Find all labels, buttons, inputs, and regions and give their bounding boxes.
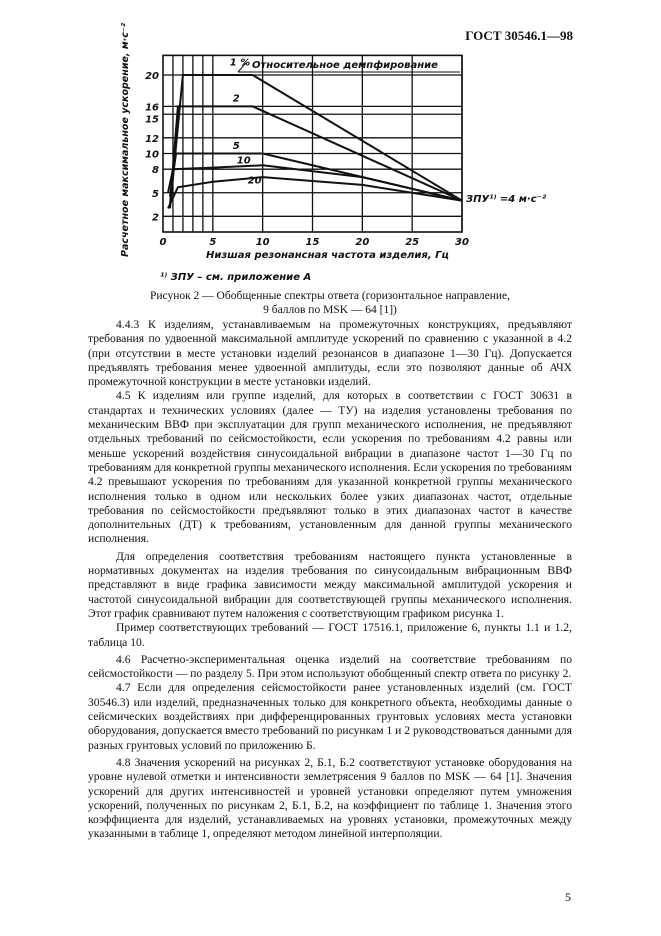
series-label: 1 % [230,58,250,69]
caption-line-1: Рисунок 2 — Обобщенные спектры ответа (г… [149,290,511,302]
y-tick-label: 8 [152,165,159,176]
annotation-zpu: ЗПУ¹⁾ =4 м·с⁻² [466,194,547,205]
paragraph-4-5: 4.5 К изделиям или группе изделий, для к… [88,389,572,546]
series-label: 2 [233,94,240,105]
paragraph-4-5-compliance: Для определения соответствия требованиям… [88,549,572,620]
paragraph-4-6: 4.6 Расчетно-экспериментальная оценка из… [88,652,572,681]
document-header: ГОСТ 30546.1—98 [465,28,573,43]
x-tick-label: 30 [455,237,469,248]
paragraph-4-5-example: Пример соответствующих требований — ГОСТ… [88,621,572,649]
series-line-1 [169,74,463,209]
x-tick-label: 20 [355,237,369,248]
paragraph-4-8: 4.8 Значения ускорений на рисунках 2, Б.… [88,755,572,841]
x-tick-label: 15 [306,237,320,248]
y-tick-label: 15 [145,114,159,125]
series-label: 20 [248,175,262,186]
paragraph-4-4-3: 4.4.3 К изделиям, устанавливаемым на про… [88,318,572,389]
y-tick-label: 2 [152,212,159,223]
series-line-2 [169,105,463,205]
body-text: 4.4.3 К изделиям, устанавливаемым на про… [88,318,572,842]
x-tick-label: 10 [256,237,270,248]
y-axis-label: Расчетное максимальное ускорение, м·с⁻² [120,22,131,257]
legend-leader [237,62,247,73]
series-label: 10 [237,156,251,167]
x-tick-label: 0 [160,237,167,248]
y-tick-label: 10 [145,150,159,161]
y-tick-label: 16 [145,102,159,113]
x-tick-label: 5 [209,237,216,248]
paragraph-4-7: 4.7 Если для определения сейсмостойкости… [88,681,572,752]
legend-title: Относительное демпфирование [252,59,438,71]
x-tick-label: 25 [405,237,419,248]
page-number: 5 [565,890,571,904]
chart-footnote: ¹⁾ ЗПУ – см. приложение А [160,272,311,283]
series-line-5 [167,176,463,209]
y-tick-label: 12 [145,134,159,145]
series-line-4 [167,164,463,202]
figure-caption: Рисунок 2 — Обобщенные спектры ответа (г… [80,289,580,317]
caption-line-2: 9 баллов по MSK — 64 [1]) [263,304,397,316]
y-tick-label: 20 [145,71,159,82]
series-label: 5 [233,141,240,152]
x-axis-label: Низшая резонансная частота изделия, Гц [206,250,449,261]
y-tick-label: 5 [152,189,159,200]
